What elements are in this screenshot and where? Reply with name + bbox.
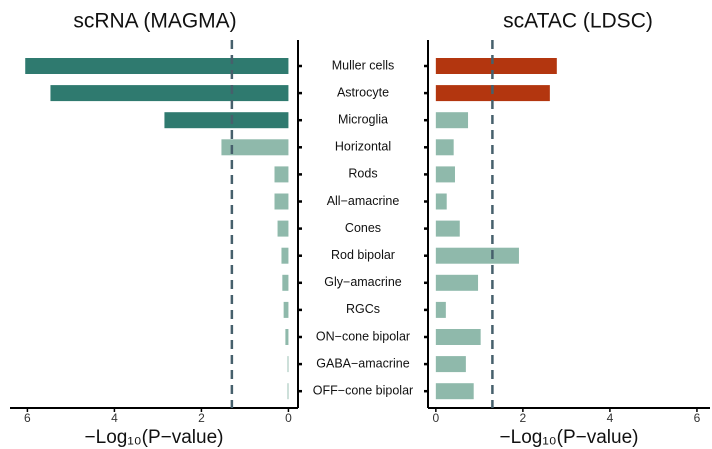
category-label: Astrocyte [337,85,389,99]
bar [435,139,454,156]
x-tick-label: 2 [198,411,205,425]
category-label: GABA−amacrine [316,356,409,370]
category-label: Microglia [338,112,388,126]
x-tick-label: 0 [285,411,292,425]
x-tick-label: 6 [694,411,701,425]
category-label: Horizontal [335,140,391,154]
bar [277,220,289,237]
bar [274,193,289,210]
x-tick-label: 2 [520,411,527,425]
category-label: ON−cone bipolar [316,329,410,343]
bar [274,166,289,183]
bar [435,383,474,400]
bar [285,329,289,345]
category-label: Gly−amacrine [324,275,402,289]
bar [221,139,289,156]
x-tick-label: 4 [607,411,614,425]
bar [435,329,481,345]
category-label: All−amacrine [327,194,400,208]
chart-title: scATAC (LDSC) [503,10,653,33]
bar [282,274,289,291]
x-tick-label: 6 [24,411,31,425]
bar [50,85,289,102]
bar [435,166,455,183]
bar [435,247,519,264]
category-label: Muller cells [332,58,395,72]
bar [281,247,289,264]
bar [435,58,557,74]
chart-title: scRNA (MAGMA) [73,10,236,33]
bar [287,383,289,400]
category-label: Rods [348,167,377,181]
bar [435,193,447,210]
category-label: Rod bipolar [331,248,395,262]
x-axis-title: −Log₁₀(P−value) [500,427,639,448]
bar [435,301,446,318]
bar [164,112,289,129]
bar [283,301,289,318]
x-tick-label: 4 [111,411,118,425]
category-label: OFF−cone bipolar [313,383,413,397]
category-label: Cones [345,221,381,235]
bar [435,112,469,129]
bar [435,220,460,237]
bar [25,58,289,74]
bar [435,274,479,291]
x-axis-title: −Log₁₀(P−value) [85,427,224,448]
x-tick-label: 0 [432,411,439,425]
bar [287,356,289,373]
category-label: RGCs [346,302,380,316]
bar [435,356,466,373]
